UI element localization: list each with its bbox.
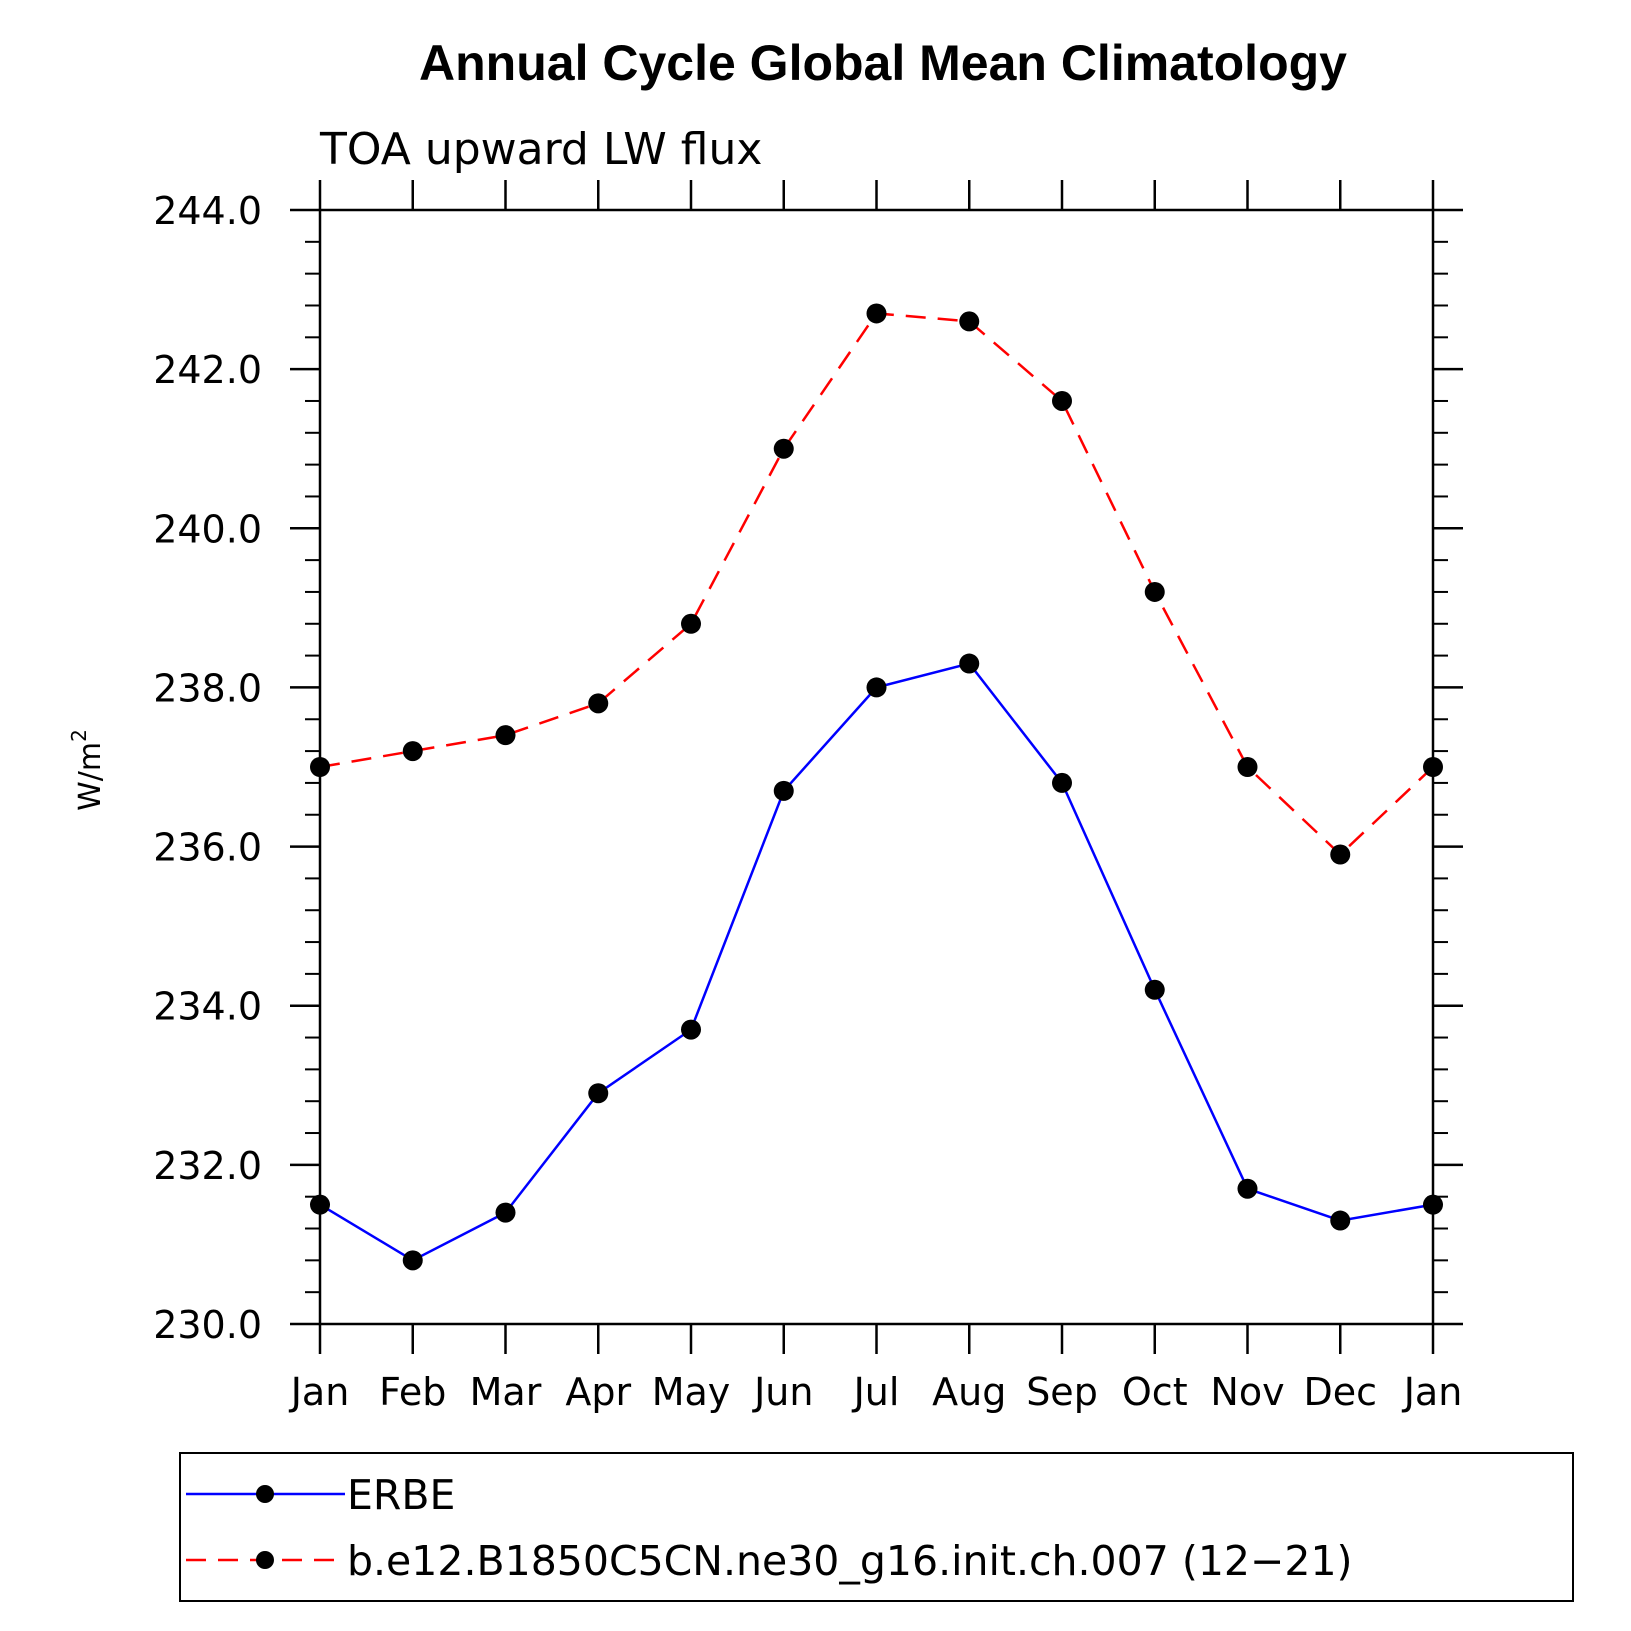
series-0-point	[1423, 1194, 1443, 1215]
series-1-point	[1423, 757, 1443, 777]
series-1-point	[959, 311, 980, 332]
x-tick-label: Dec	[1303, 1370, 1377, 1414]
series-1-point	[310, 757, 330, 777]
y-tick-label: 230.0	[153, 1303, 262, 1347]
y-tick-label: 240.0	[153, 507, 262, 551]
x-tick-label: Jul	[852, 1370, 900, 1414]
legend-label-series-0: ERBE	[347, 1471, 455, 1519]
series-1-point	[588, 693, 609, 714]
legend: ERBE b.e12.B1850C5CN.ne30_g16.init.ch.00…	[179, 1452, 1574, 1602]
series-1-point	[1237, 757, 1258, 777]
legend-frame	[179, 1452, 1574, 1602]
series-1-point	[866, 303, 887, 324]
x-tick-label: Nov	[1210, 1370, 1284, 1414]
legend-marker-series-1	[256, 1551, 274, 1569]
series-0-point	[1330, 1210, 1351, 1231]
y-tick-label: 232.0	[153, 1144, 262, 1188]
chart-subtitle: TOA upward LW flux	[319, 124, 762, 175]
legend-marker-series-0	[256, 1485, 274, 1503]
series-0-point	[495, 1202, 516, 1223]
series-0-point	[1052, 772, 1072, 793]
series-0-point	[310, 1194, 330, 1215]
series-1-point	[1330, 844, 1351, 865]
y-axis-label-superscript: 2	[67, 729, 91, 742]
chart-title: Annual Cycle Global Mean Climatology	[419, 35, 1347, 91]
series-0-point	[1144, 979, 1165, 1000]
series-1-point	[1052, 390, 1072, 411]
svg-text:W/m2: W/m2	[67, 729, 108, 811]
y-tick-label: 236.0	[153, 826, 262, 870]
series-1-point	[495, 725, 516, 746]
series-1-point	[681, 613, 701, 634]
y-axis-label-text: W/m	[73, 742, 108, 811]
y-tick-label: 244.0	[153, 189, 262, 233]
series-1-point	[402, 741, 423, 762]
series-1-line	[319, 312, 1434, 857]
x-tick-label: Mar	[470, 1370, 542, 1414]
y-tick-label: 238.0	[153, 666, 262, 710]
series-0-point	[959, 653, 980, 674]
y-axis-label: W/m2	[67, 729, 108, 811]
series-0-point	[866, 677, 887, 698]
tick-labels: 230.0 232.0 234.0 236.0 238.0 240.0 242.0 244.0…	[153, 189, 1462, 1414]
x-tick-label: Sep	[1026, 1370, 1098, 1414]
series-0-point	[681, 1019, 701, 1040]
series-1-point	[1144, 581, 1165, 602]
x-tick-label: Oct	[1122, 1370, 1188, 1414]
plot-frame	[318, 208, 1435, 1326]
x-tick-label: Apr	[565, 1370, 631, 1414]
series-0-point	[588, 1083, 609, 1104]
series-layer	[310, 303, 1443, 1271]
series-1-point	[773, 438, 794, 459]
x-tick-label: Feb	[379, 1370, 446, 1414]
x-tick-label: Jan	[1402, 1370, 1463, 1414]
series-0-point	[1237, 1178, 1258, 1199]
x-tick-label: Jan	[289, 1370, 350, 1414]
legend-label-series-1: b.e12.B1850C5CN.ne30_g16.init.ch.007 (12…	[347, 1537, 1353, 1585]
y-tick-label: 242.0	[153, 348, 262, 392]
x-tick-label: Aug	[932, 1370, 1006, 1414]
series-0-point	[773, 780, 794, 801]
series-0-line	[319, 662, 1434, 1262]
series-0-point	[402, 1250, 423, 1271]
x-tick-label: May	[652, 1370, 731, 1414]
x-tick-label: Jun	[752, 1370, 813, 1414]
axis-ticks	[290, 180, 1463, 1354]
y-tick-label: 234.0	[153, 985, 262, 1029]
